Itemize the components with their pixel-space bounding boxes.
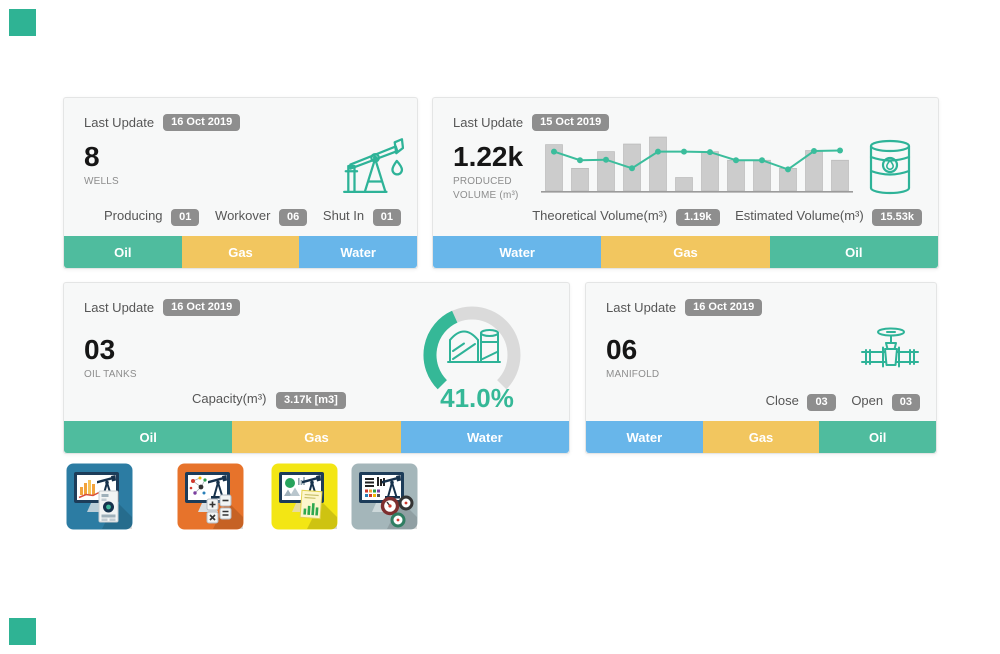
stat-label-capacity: Capacity(m³) — [192, 391, 267, 406]
stat-label-producing: Producing — [103, 208, 163, 223]
stat-value-close: 03 — [807, 394, 836, 411]
manifold-stats: Close 03 Open 03 — [766, 393, 920, 411]
water-tab[interactable]: Water — [433, 236, 602, 268]
last-update-label: Last Update — [453, 115, 524, 130]
wells-status-stats: Producing 01 Workover 06 Shut In 01 — [104, 208, 401, 226]
stat-value-shutin: 01 — [372, 209, 401, 226]
produced-volume-label-line1: PRODUCED — [453, 176, 512, 187]
gas-tab[interactable]: Gas — [702, 421, 820, 453]
stat-value-theoretical: 1.19k — [675, 209, 720, 226]
water-tab[interactable]: Water — [299, 236, 417, 268]
oil-tab[interactable]: Oil — [64, 236, 182, 268]
storage-tanks-icon — [445, 315, 503, 373]
tanks-footer-tabs: Oil Gas Water — [64, 421, 569, 453]
manifold-footer-tabs: Water Gas Oil — [586, 421, 936, 453]
stat-value-estimated: 15.53k — [872, 209, 922, 226]
teal-corner-button-top[interactable] — [9, 9, 36, 36]
last-update-date-badge: 16 Oct 2019 — [685, 299, 763, 316]
stat-label-close: Close — [765, 393, 799, 408]
last-update-date-badge: 16 Oct 2019 — [163, 114, 241, 131]
last-update-label: Last Update — [84, 115, 155, 130]
oil-tab[interactable]: Oil — [64, 421, 233, 453]
wells-label: WELLS — [84, 176, 119, 187]
water-tab[interactable]: Water — [586, 421, 703, 453]
stat-label-open: Open — [851, 393, 884, 408]
gas-tab[interactable]: Gas — [601, 236, 770, 268]
app-icon-analysis-calculator[interactable] — [177, 463, 244, 530]
produced-volume-chart — [541, 131, 853, 199]
oil-tab[interactable]: Oil — [769, 236, 938, 268]
oil-barrel-icon — [864, 138, 916, 201]
capacity-percent: 41.0% — [440, 383, 514, 413]
manifold-last-update: Last Update 16 Oct 2019 — [606, 299, 763, 316]
produced-volume-value: 1.22k — [453, 141, 524, 172]
produced-volume-card: Last Update 15 Oct 2019 1.22k PRODUCED V… — [432, 97, 939, 269]
last-update-date-badge: 15 Oct 2019 — [532, 114, 610, 131]
manifold-card: Last Update 16 Oct 2019 06 MANIFOLD Clos… — [585, 282, 937, 454]
gas-tab[interactable]: Gas — [181, 236, 300, 268]
last-update-label: Last Update — [606, 300, 677, 315]
tanks-last-update: Last Update 16 Oct 2019 — [84, 299, 241, 316]
last-update-date-badge: 16 Oct 2019 — [163, 299, 241, 316]
stat-value-producing: 01 — [171, 209, 200, 226]
wells-card: Last Update 16 Oct 2019 8 WELLS Producin… — [63, 97, 418, 269]
volume-footer-tabs: Water Gas Oil — [433, 236, 938, 268]
stat-label-workover: Workover — [215, 208, 271, 223]
stat-label-theoretical: Theoretical Volume(m³) — [532, 208, 668, 223]
last-update-label: Last Update — [84, 300, 155, 315]
manifold-count: 06 — [606, 334, 638, 365]
stat-value-workover: 06 — [279, 209, 308, 226]
volume-last-update: Last Update 15 Oct 2019 — [453, 114, 610, 131]
oil-tanks-card: Last Update 16 Oct 2019 03 OIL TANKS 41.… — [63, 282, 570, 454]
capacity-stats: Capacity(m³) 3.17k [m3] — [192, 391, 346, 409]
water-tab[interactable]: Water — [400, 421, 569, 453]
gas-tab[interactable]: Gas — [232, 421, 401, 453]
valve-icon — [860, 325, 920, 384]
stat-label-shutin: Shut In — [322, 208, 365, 223]
wells-footer-tabs: Oil Gas Water — [64, 236, 417, 268]
manifold-label: MANIFOLD — [606, 369, 660, 380]
pump-jack-icon — [338, 129, 405, 204]
capacity-gauge — [409, 295, 539, 415]
produced-volume-label-line2: VOLUME (m³) — [453, 190, 519, 201]
app-icon-production-report[interactable] — [66, 463, 133, 530]
wells-count: 8 — [84, 141, 100, 172]
oil-tanks-label: OIL TANKS — [84, 369, 137, 380]
stat-value-capacity: 3.17k [m3] — [276, 392, 346, 409]
wells-last-update: Last Update 16 Oct 2019 — [84, 114, 241, 131]
volume-stats: Theoretical Volume(m³) 1.19k Estimated V… — [532, 208, 922, 226]
stat-label-estimated: Estimated Volume(m³) — [735, 208, 864, 223]
app-icon-monitoring-gauges[interactable] — [351, 463, 418, 530]
app-icon-charts-report[interactable] — [271, 463, 338, 530]
stat-value-open: 03 — [891, 394, 920, 411]
oil-tanks-count: 03 — [84, 334, 116, 365]
oil-tab[interactable]: Oil — [819, 421, 936, 453]
teal-corner-button-bottom[interactable] — [9, 618, 36, 645]
